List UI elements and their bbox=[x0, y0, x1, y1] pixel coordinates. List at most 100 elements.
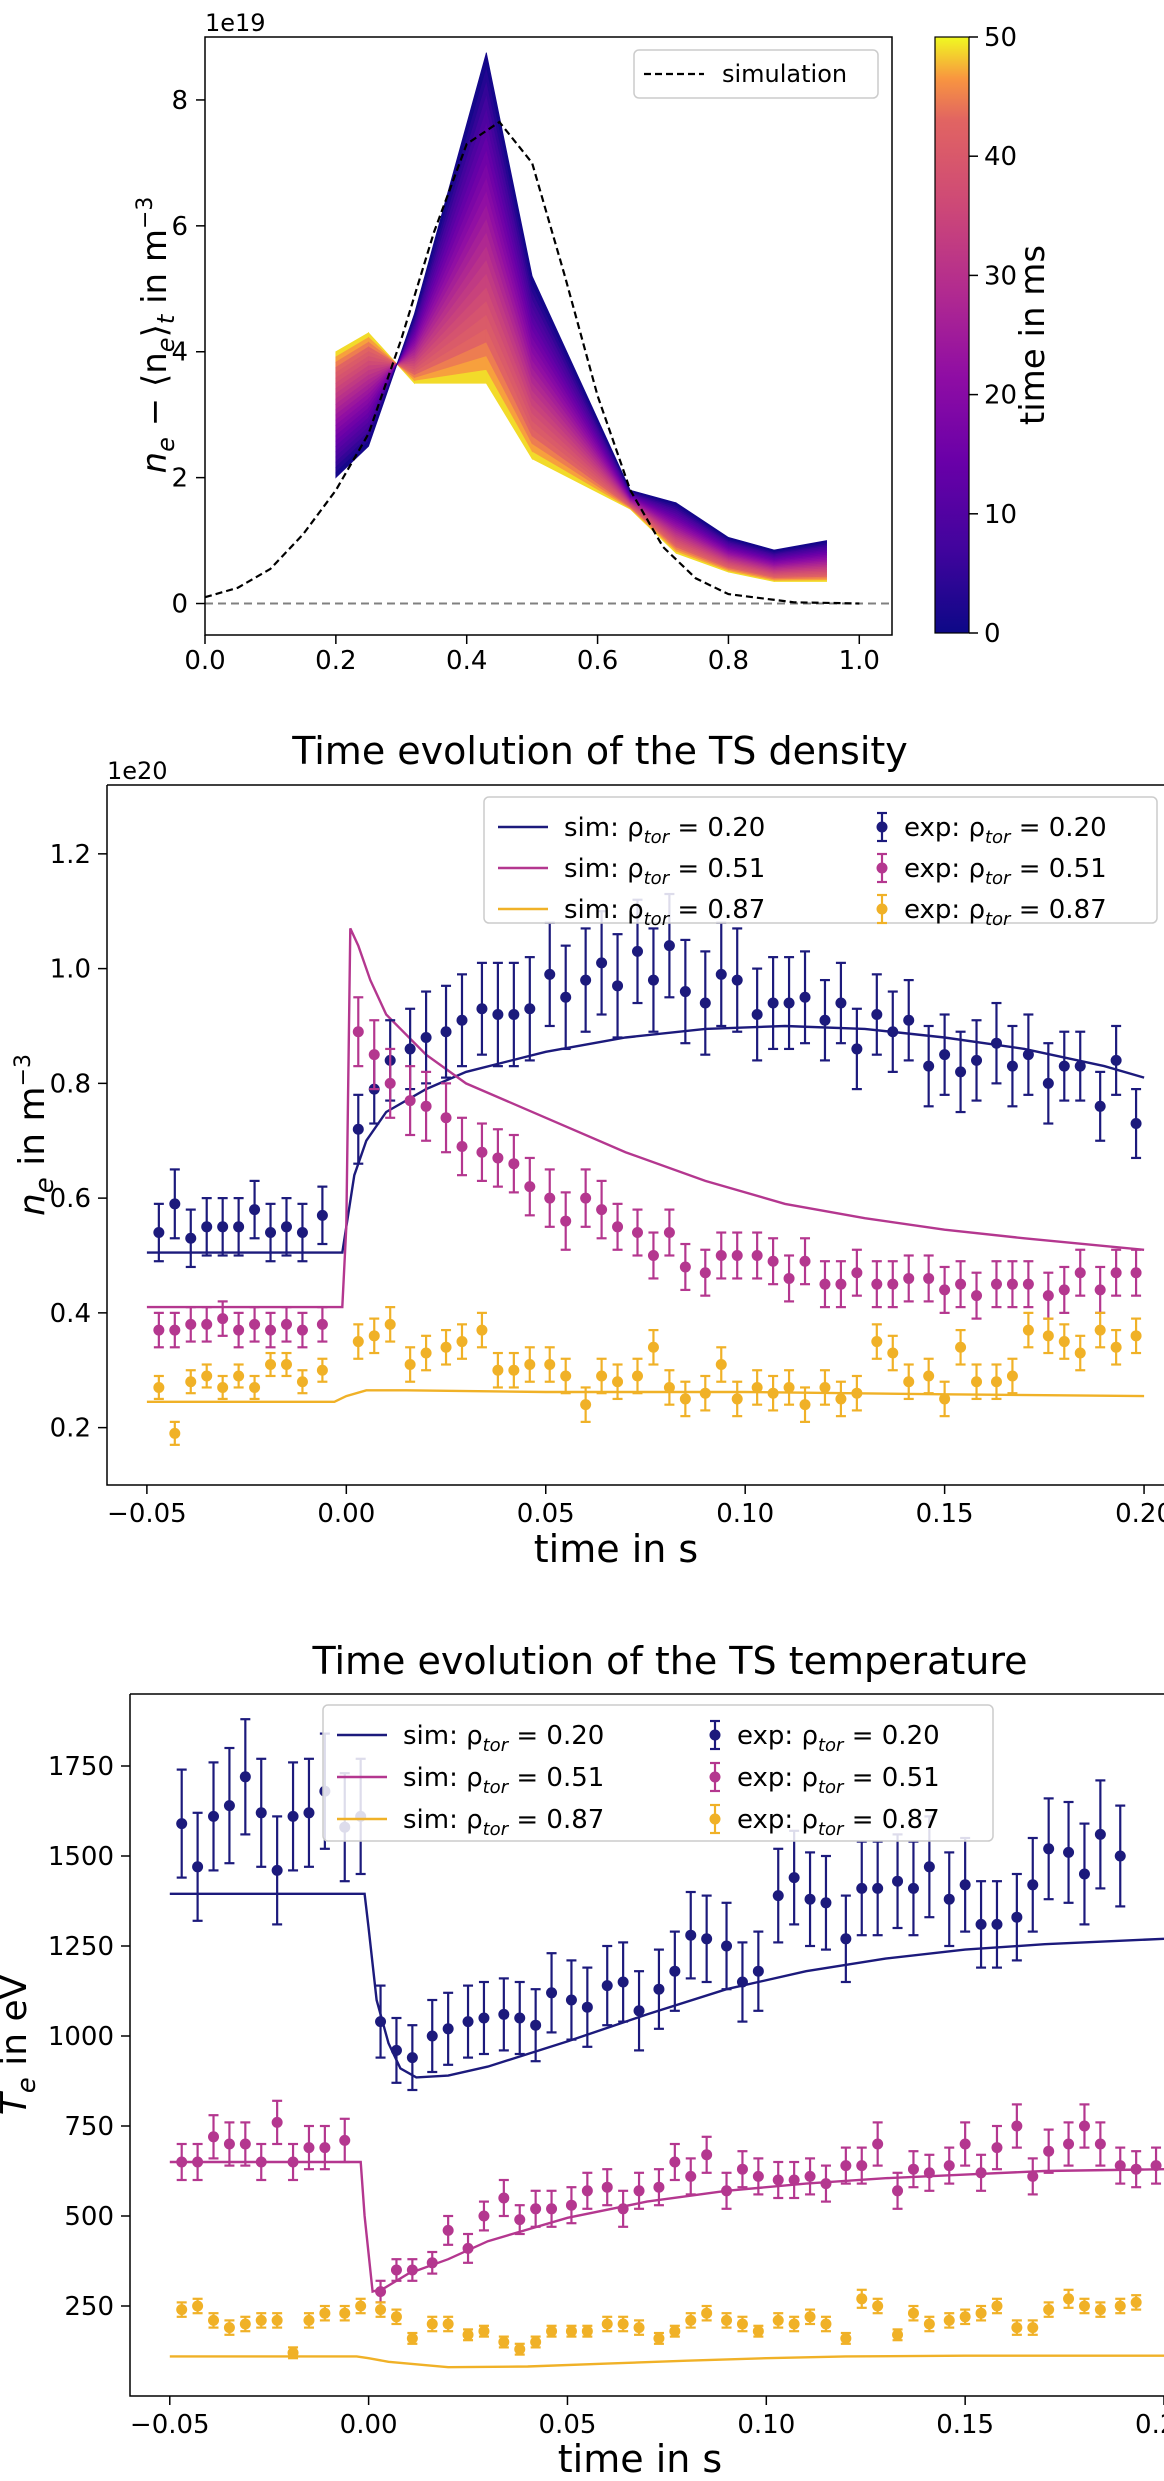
exp-point-0.51 bbox=[788, 2174, 800, 2186]
exp-point-0.20 bbox=[316, 1209, 328, 1221]
profile-panel: 0.0 0.2 0.4 0.6 0.8 1.0 0 2 4 6 8 1e19 ne − ⟨ne⟩t… bbox=[133, 9, 1053, 676]
exp-point-0.87 bbox=[271, 2314, 283, 2326]
exp-point-0.20 bbox=[223, 1800, 235, 1812]
exp-point-0.51 bbox=[580, 1192, 592, 1204]
exp-point-0.20 bbox=[375, 2016, 387, 2028]
exp-point-0.51 bbox=[339, 2134, 351, 2146]
sim-line-0.51 bbox=[146, 927, 1145, 1309]
exp-point-0.51 bbox=[1006, 1278, 1018, 1290]
exp-point-0.20 bbox=[580, 974, 592, 986]
exp-point-0.20 bbox=[679, 986, 691, 998]
exp-point-0.87 bbox=[1042, 1330, 1054, 1342]
exp-point-0.20 bbox=[1022, 1049, 1034, 1061]
temperature-panel: Time evolution of the TS temperature −0.… bbox=[0, 1639, 1164, 2481]
exp-point-0.51 bbox=[1114, 2160, 1126, 2172]
y-tick-label: 1250 bbox=[48, 1932, 114, 1962]
exp-point-0.51 bbox=[955, 1278, 967, 1290]
exp-point-0.20 bbox=[1006, 1060, 1018, 1072]
exp-point-0.20 bbox=[1027, 1879, 1039, 1891]
exp-point-0.20 bbox=[804, 1893, 816, 1905]
exp-point-0.20 bbox=[265, 1227, 277, 1239]
x-tick-label: 0.00 bbox=[317, 1499, 375, 1529]
exp-point-0.51 bbox=[546, 2203, 558, 2215]
exp-point-0.20 bbox=[612, 980, 624, 992]
exp-point-0.51 bbox=[872, 2138, 884, 2150]
exp-point-0.20 bbox=[390, 2044, 402, 2056]
exp-point-0.51 bbox=[249, 1318, 261, 1330]
profile-offset-text: 1e19 bbox=[205, 9, 266, 37]
exp-point-0.51 bbox=[943, 2160, 955, 2172]
exp-point-0.20 bbox=[685, 1929, 697, 1941]
exp-point-0.51 bbox=[153, 1324, 165, 1336]
exp-point-0.87 bbox=[887, 1347, 899, 1359]
exp-point-0.87 bbox=[991, 2300, 1003, 2312]
exp-point-0.87 bbox=[169, 1427, 181, 1439]
exp-point-0.51 bbox=[1027, 2170, 1039, 2182]
exp-point-0.51 bbox=[631, 1227, 643, 1239]
exp-point-0.51 bbox=[169, 1324, 181, 1336]
exp-point-0.87 bbox=[1063, 2293, 1075, 2305]
exp-point-0.20 bbox=[560, 991, 572, 1003]
exp-point-0.87 bbox=[560, 1370, 572, 1382]
exp-point-0.51 bbox=[508, 1158, 520, 1170]
exp-point-0.51 bbox=[560, 1215, 572, 1227]
exp-point-0.87 bbox=[478, 2325, 490, 2337]
y-tick-label: 4 bbox=[171, 338, 188, 368]
legend-exp-label: exp: ρtor = 0.20 bbox=[737, 1721, 940, 1756]
exp-point-0.20 bbox=[1063, 1846, 1075, 1858]
exp-point-0.20 bbox=[1058, 1060, 1070, 1072]
exp-point-0.20 bbox=[856, 1882, 868, 1894]
exp-point-0.51 bbox=[524, 1181, 536, 1193]
exp-point-0.51 bbox=[303, 2142, 315, 2154]
exp-point-0.20 bbox=[903, 1014, 915, 1026]
exp-point-0.87 bbox=[679, 1393, 691, 1405]
exp-point-0.20 bbox=[201, 1221, 213, 1233]
exp-point-0.87 bbox=[192, 2300, 204, 2312]
exp-point-0.51 bbox=[390, 2264, 402, 2276]
exp-point-0.20 bbox=[476, 1003, 488, 1015]
exp-point-0.20 bbox=[631, 945, 643, 957]
exp-point-0.87 bbox=[851, 1387, 863, 1399]
legend-exp-marker bbox=[709, 1771, 721, 1783]
exp-point-0.20 bbox=[442, 2023, 454, 2035]
exp-point-0.51 bbox=[442, 2224, 454, 2236]
colorbar-tick-label: 30 bbox=[984, 261, 1017, 291]
x-tick-label: 0.8 bbox=[708, 646, 749, 676]
legend-sim-label: sim: ρtor = 0.87 bbox=[564, 895, 765, 930]
legend-exp-marker bbox=[709, 1813, 721, 1825]
exp-point-0.51 bbox=[185, 1318, 197, 1330]
exp-point-0.51 bbox=[1094, 1284, 1106, 1296]
exp-point-0.51 bbox=[176, 2156, 188, 2168]
exp-point-0.20 bbox=[971, 1054, 983, 1066]
x-tick-label: −0.05 bbox=[107, 1499, 187, 1529]
exp-point-0.51 bbox=[871, 1278, 883, 1290]
y-tick-label: 0.2 bbox=[50, 1414, 91, 1444]
exp-point-0.87 bbox=[1094, 1324, 1106, 1336]
exp-point-0.51 bbox=[420, 1100, 432, 1112]
exp-point-0.51 bbox=[1042, 1290, 1054, 1302]
sim-line-0.20 bbox=[169, 1892, 1164, 2079]
exp-point-0.20 bbox=[255, 1807, 267, 1819]
exp-point-0.20 bbox=[462, 2016, 474, 2028]
exp-point-0.20 bbox=[959, 1879, 971, 1891]
exp-point-0.87 bbox=[752, 2325, 764, 2337]
exp-point-0.87 bbox=[1022, 1324, 1034, 1336]
exp-point-0.87 bbox=[788, 2318, 800, 2330]
exp-point-0.51 bbox=[767, 1255, 779, 1267]
exp-point-0.20 bbox=[788, 1872, 800, 1884]
exp-point-0.20 bbox=[508, 1009, 520, 1021]
exp-point-0.51 bbox=[287, 2156, 299, 2168]
exp-point-0.87 bbox=[647, 1341, 659, 1353]
exp-point-0.87 bbox=[631, 1370, 643, 1382]
exp-point-0.87 bbox=[339, 2307, 351, 2319]
exp-point-0.20 bbox=[192, 1861, 204, 1873]
exp-point-0.87 bbox=[1130, 1330, 1142, 1342]
exp-point-0.87 bbox=[476, 1324, 488, 1336]
exp-point-0.87 bbox=[767, 1387, 779, 1399]
exp-point-0.87 bbox=[923, 2318, 935, 2330]
exp-point-0.20 bbox=[752, 1965, 764, 1977]
exp-point-0.20 bbox=[772, 1890, 784, 1902]
exp-point-0.87 bbox=[208, 2314, 220, 2326]
exp-point-0.20 bbox=[820, 1897, 832, 1909]
